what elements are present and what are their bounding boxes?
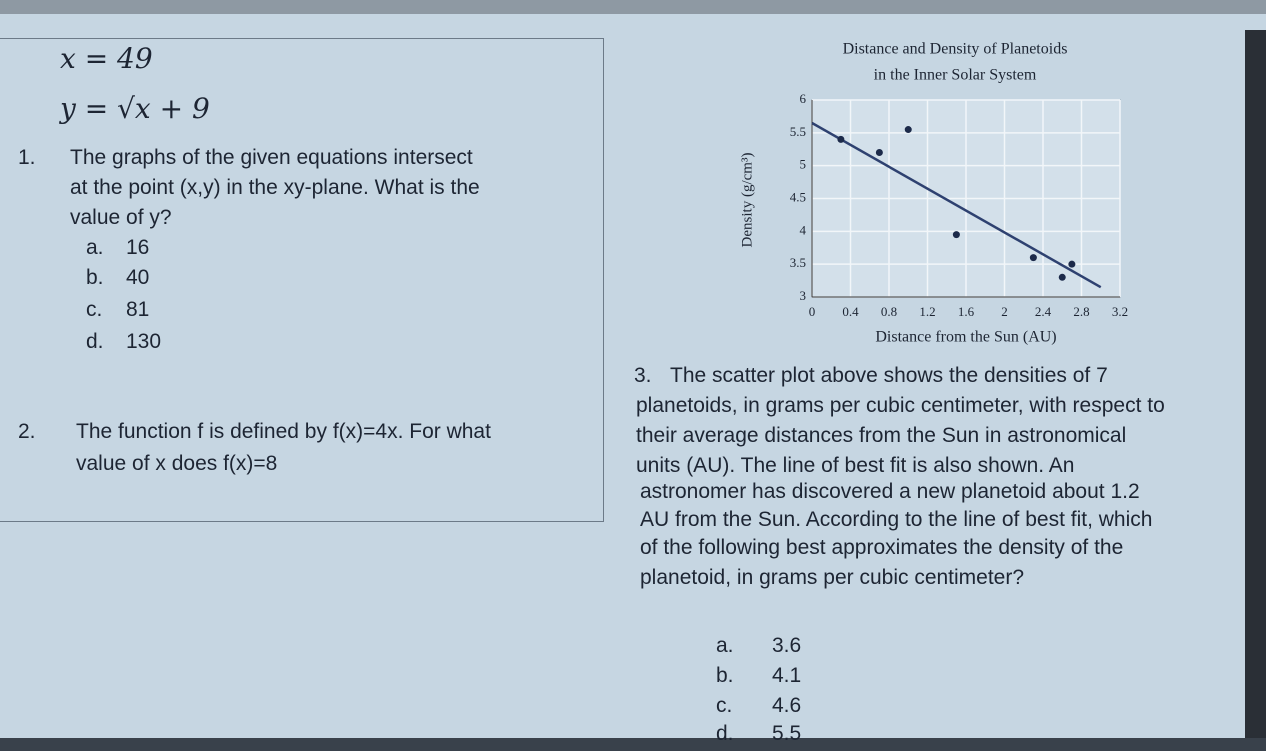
option-letter: b. — [716, 664, 734, 687]
y-tick-label: 4 — [800, 222, 807, 237]
question-number: 1. — [18, 146, 36, 169]
option-letter: d. — [716, 722, 734, 745]
y-tick-label: 3.5 — [790, 255, 806, 270]
question-box — [0, 38, 604, 522]
x-tick-label: 0.8 — [881, 304, 897, 319]
question-text: value of x does f(x)=8 — [76, 452, 278, 475]
question-text: at the point (x,y) in the xy-plane. What… — [70, 176, 480, 199]
question-text: planetoids, in grams per cubic centimete… — [636, 394, 1165, 417]
data-point — [1058, 273, 1066, 281]
browser-bar — [0, 0, 1266, 14]
fit-line — [811, 121, 1102, 289]
x-tick-label: 2 — [1001, 304, 1008, 319]
data-point — [837, 135, 845, 143]
option-text: 40 — [126, 266, 150, 289]
question-number: 2. — [18, 420, 36, 443]
option-letter: a. — [86, 236, 104, 259]
x-tick-label: 1.6 — [958, 304, 975, 319]
y-tick-label: 5.5 — [790, 124, 806, 139]
x-tick-label: 0.4 — [842, 304, 859, 319]
equation: x = 49 — [60, 42, 153, 75]
option-letter: c. — [716, 694, 733, 717]
chart-title: Distance and Density of Planetoids — [843, 41, 1068, 58]
option-letter: b. — [86, 266, 104, 289]
x-tick-label: 1.2 — [919, 304, 935, 319]
question-number: 3. — [634, 364, 652, 387]
question-text: AU from the Sun. According to the line o… — [640, 508, 1153, 531]
option-text: 4.6 — [772, 694, 802, 717]
data-point — [875, 149, 883, 157]
question-text: value of y? — [70, 206, 172, 229]
x-tick-label: 3.2 — [1112, 304, 1128, 319]
equation: y = √x + 9 — [60, 92, 210, 125]
question-text: of the following best approximates the d… — [640, 536, 1124, 559]
option-text: 130 — [126, 330, 162, 353]
option-text: 5.5 — [772, 722, 802, 745]
y-axis-label: Density (g/cm³) — [739, 153, 755, 248]
chart: Distance and Density of Planetoids in th… — [739, 41, 1128, 346]
question-text: The graphs of the given equations inters… — [70, 146, 473, 169]
data-point — [1029, 254, 1037, 262]
question-text: astronomer has discovered a new planetoi… — [640, 480, 1140, 503]
question-text: planetoid, in grams per cubic centimeter… — [640, 566, 1025, 589]
option-letter: a. — [716, 634, 734, 657]
x-axis-label: Distance from the Sun (AU) — [875, 329, 1056, 346]
option-text: 4.1 — [772, 664, 802, 687]
screen-edge — [0, 738, 1266, 751]
question-text: their average distances from the Sun in … — [636, 424, 1127, 447]
option-letter: d. — [86, 330, 104, 353]
data-point — [952, 231, 960, 239]
y-tick-label: 6 — [800, 91, 807, 106]
x-tick-label: 2.8 — [1073, 304, 1089, 319]
data-point — [904, 126, 912, 134]
option-text: 81 — [126, 298, 150, 321]
question-text: The function f is defined by f(x)=4x. Fo… — [76, 420, 491, 443]
y-tick-label: 5 — [800, 157, 807, 172]
question-text: The scatter plot above shows the densiti… — [670, 364, 1108, 387]
question-text: units (AU). The line of best fit is also… — [636, 454, 1075, 477]
data-point — [1068, 260, 1076, 268]
y-tick-label: 3 — [800, 288, 807, 303]
option-text: 16 — [126, 236, 150, 259]
chart-title: in the Inner Solar System — [874, 67, 1037, 84]
option-text: 3.6 — [772, 634, 802, 657]
x-tick-label: 2.4 — [1035, 304, 1052, 319]
screen-edge — [1245, 30, 1266, 751]
x-tick-label: 0 — [809, 304, 816, 319]
y-tick-label: 4.5 — [790, 189, 806, 204]
option-letter: c. — [86, 298, 103, 321]
